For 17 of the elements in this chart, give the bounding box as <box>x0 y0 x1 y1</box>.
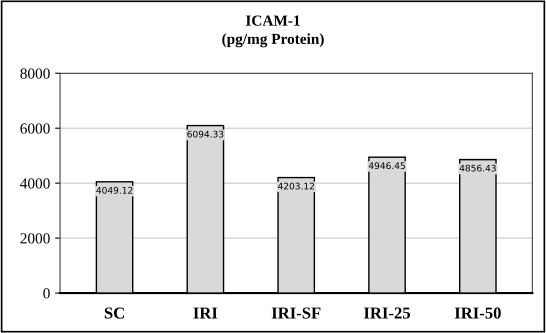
data-label: 4946.45 <box>368 162 405 170</box>
y-tick-label: 4000 <box>20 178 50 189</box>
y-tick-label: 2000 <box>20 233 50 244</box>
x-tick-label: SC <box>104 307 124 319</box>
data-label: 4856.43 <box>460 164 496 172</box>
data-label: 4049.12 <box>96 186 132 194</box>
x-tick-label: IRI-SF <box>272 307 320 319</box>
y-tick-label: 6000 <box>20 123 50 134</box>
chart-subtitle: (pg/mg Protein) <box>222 33 324 48</box>
x-tick-label: IRI-50 <box>454 307 501 319</box>
y-tick-label: 8000 <box>20 68 50 79</box>
data-label: 6094.33 <box>187 130 224 138</box>
x-tick-label: IRI-25 <box>364 307 410 319</box>
chart-title: ICAM-1 <box>246 15 300 26</box>
data-label: 4203.12 <box>278 182 314 190</box>
x-tick-label: IRI <box>193 308 218 318</box>
y-tick-label: 0 <box>43 288 50 298</box>
